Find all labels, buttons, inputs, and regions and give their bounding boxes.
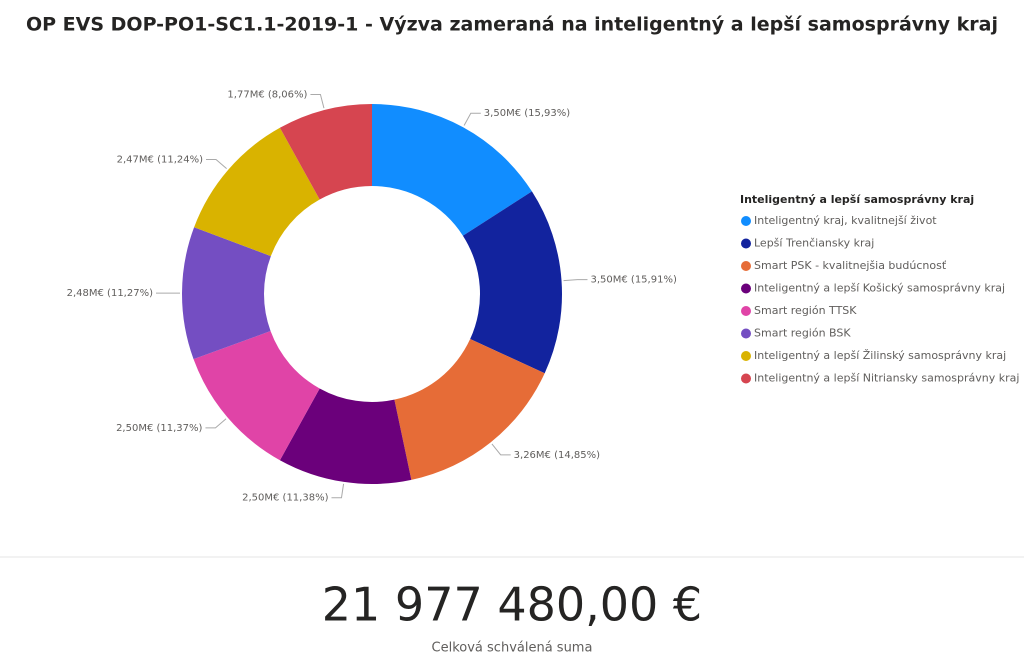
legend-marker bbox=[741, 216, 751, 226]
legend-label: Inteligentný a lepší Košický samosprávny… bbox=[754, 282, 1005, 295]
legend-marker bbox=[741, 261, 751, 271]
slice bbox=[182, 227, 271, 360]
legend-label: Inteligentný a lepší Nitriansky samosprá… bbox=[754, 372, 1019, 385]
data-label: 1,77M€ (8,06%) bbox=[227, 90, 307, 101]
data-label: 2,50M€ (11,38%) bbox=[242, 493, 328, 504]
legend-marker bbox=[741, 328, 751, 339]
leader-line bbox=[331, 483, 345, 499]
legend-title: Inteligentný a lepší samosprávny kraj bbox=[740, 193, 974, 206]
legend-marker bbox=[741, 306, 751, 316]
leader-line bbox=[206, 158, 227, 169]
data-label: 2,48M€ (11,27%) bbox=[67, 288, 153, 299]
slice bbox=[193, 331, 320, 461]
slice bbox=[279, 104, 372, 200]
legend-label: Smart región TTSK bbox=[754, 304, 857, 317]
leader-line bbox=[463, 112, 481, 126]
legend-label: Smart PSK - kvalitnejšia budúcnosť bbox=[754, 259, 947, 272]
legend-marker bbox=[741, 238, 751, 249]
kpi-value: 21 977 480,00 € bbox=[322, 578, 702, 632]
legend-label: Smart región BSK bbox=[754, 327, 851, 340]
slice bbox=[279, 388, 412, 485]
leader-line bbox=[205, 418, 227, 429]
legend-marker bbox=[741, 351, 751, 361]
leader-line bbox=[491, 443, 511, 456]
kpi-caption: Celková schválená suma bbox=[432, 641, 593, 656]
legend-marker bbox=[741, 373, 751, 384]
legend-label: Inteligentný a lepší Žilinský samosprávn… bbox=[754, 349, 1006, 362]
slice bbox=[462, 191, 562, 374]
data-label: 2,47M€ (11,24%) bbox=[117, 154, 203, 165]
data-label: 3,26M€ (14,85%) bbox=[514, 450, 600, 461]
legend-label: Lepší Trenčiansky kraj bbox=[754, 237, 874, 250]
data-label: 2,50M€ (11,37%) bbox=[116, 423, 202, 434]
legend-label: Inteligentný kraj, kvalitnejší život bbox=[754, 214, 937, 227]
chart-title: OP EVS DOP-PO1-SC1.1-2019-1 - Výzva zame… bbox=[26, 14, 998, 36]
data-label: 3,50M€ (15,91%) bbox=[590, 275, 676, 286]
data-label: 3,50M€ (15,93%) bbox=[484, 108, 570, 119]
slice bbox=[394, 339, 545, 480]
leader-line bbox=[310, 94, 325, 109]
leader-line bbox=[563, 279, 588, 282]
slice bbox=[194, 127, 320, 257]
slice bbox=[372, 104, 532, 236]
legend-marker bbox=[741, 283, 751, 294]
